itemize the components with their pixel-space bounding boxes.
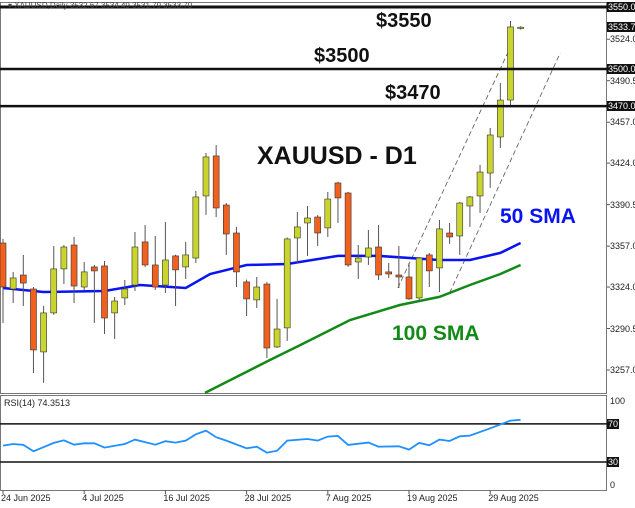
candle-bullish bbox=[253, 286, 261, 301]
candle-bullish bbox=[121, 288, 129, 299]
candle-bearish bbox=[334, 182, 342, 199]
date-axis-label: 7 Aug 2025 bbox=[325, 493, 372, 503]
rsi-label: RSI(14) 74.3513 bbox=[4, 398, 71, 408]
candle-bearish bbox=[30, 288, 37, 351]
main-panel-frame bbox=[0, 2, 607, 394]
candle-bullish bbox=[486, 134, 494, 174]
rsi-axis-label: 100 bbox=[610, 396, 626, 407]
candle-bearish bbox=[101, 265, 108, 319]
candle-bearish bbox=[243, 281, 250, 300]
candle-bullish bbox=[9, 277, 17, 290]
candle-bullish bbox=[283, 238, 291, 329]
date-axis-label: 24 Jun 2025 bbox=[1, 493, 51, 503]
chart-title: XAUUSD - D1 bbox=[257, 142, 417, 170]
symbol-info: XAUUSD,Daily 3532.67 3534.49 3531.79 353… bbox=[14, 1, 193, 10]
date-axis-label: 16 Jul 2025 bbox=[163, 493, 210, 503]
candle-bullish bbox=[111, 300, 118, 314]
candle-bullish bbox=[304, 217, 311, 224]
candle-bearish bbox=[233, 232, 240, 273]
candle-bearish bbox=[385, 271, 393, 275]
sma50-label: 50 SMA bbox=[500, 205, 576, 228]
rsi-axis-label: 0 bbox=[610, 479, 616, 490]
candle-bullish bbox=[476, 171, 484, 197]
date-axis-label: 4 Jul 2025 bbox=[82, 493, 124, 503]
candle-bearish bbox=[263, 283, 271, 349]
candle-bearish bbox=[375, 246, 382, 276]
trend-channel-line bbox=[397, 47, 511, 289]
sma100-line bbox=[204, 263, 522, 395]
candle-bullish bbox=[507, 26, 514, 101]
candle-bullish bbox=[131, 246, 139, 286]
candle-bullish bbox=[365, 247, 372, 258]
candle-bearish bbox=[314, 216, 321, 234]
price-axis-label: 3324.00 bbox=[610, 282, 635, 292]
candle-bullish bbox=[192, 196, 200, 259]
trend-channel-line bbox=[449, 52, 561, 294]
price-axis-label: 3533.70 bbox=[607, 22, 635, 33]
rsi-axis-label: 70 bbox=[607, 418, 620, 429]
price-axis-label: 3390.50 bbox=[610, 199, 635, 210]
candle-bullish bbox=[324, 198, 332, 229]
date-axis-label: 29 Aug 2025 bbox=[488, 493, 539, 503]
price-axis-label: 3290.50 bbox=[610, 323, 635, 334]
candle-bullish bbox=[497, 99, 504, 138]
candle-bearish bbox=[212, 155, 220, 209]
rsi-line bbox=[2, 418, 521, 454]
candle-bullish bbox=[517, 26, 524, 29]
candle-bearish bbox=[19, 274, 27, 284]
rsi-panel-frame bbox=[0, 395, 607, 491]
candle-bullish bbox=[294, 226, 301, 239]
candle-bearish bbox=[172, 255, 179, 271]
candle-bearish bbox=[70, 244, 78, 287]
symbol-info-header: ▾ XAUUSD,Daily 3532.67 3534.49 3531.79 3… bbox=[8, 1, 192, 10]
candle-bullish bbox=[80, 271, 88, 288]
sma100-label: 100 SMA bbox=[392, 322, 480, 345]
date-axis-label: 19 Aug 2025 bbox=[407, 493, 458, 503]
candle-bullish bbox=[40, 312, 47, 353]
price-axis-label: 3550.00 bbox=[607, 2, 635, 12]
candle-bullish bbox=[354, 257, 362, 263]
candle-bullish bbox=[436, 228, 443, 269]
candle-bullish bbox=[182, 254, 189, 268]
candle-bearish bbox=[405, 276, 413, 300]
price-axis-label: 3357.00 bbox=[610, 241, 635, 252]
candle-bullish bbox=[50, 268, 58, 314]
candle-bullish bbox=[60, 246, 68, 270]
candle-bearish bbox=[395, 274, 403, 278]
candle-bearish bbox=[91, 266, 98, 272]
candle-bearish bbox=[141, 241, 149, 266]
date-axis-label: 28 Jul 2025 bbox=[244, 493, 292, 503]
candle-bullish bbox=[162, 259, 169, 286]
candle-bullish bbox=[466, 196, 474, 207]
level-label-3500: $3500 bbox=[314, 45, 370, 67]
rsi-axis-label: 30 bbox=[607, 456, 620, 467]
candle-bearish bbox=[425, 254, 433, 272]
level-label-3550: $3550 bbox=[376, 10, 432, 32]
sma50-line bbox=[2, 241, 522, 294]
candle-bearish bbox=[0, 242, 7, 288]
price-axis-label: 3500.00 bbox=[607, 63, 635, 74]
price-axis-label: 3490.50 bbox=[610, 75, 635, 86]
candle-bullish bbox=[456, 202, 464, 237]
candle-bearish bbox=[344, 192, 352, 266]
candle-bearish bbox=[223, 204, 230, 235]
symbol-triangle-icon: ▾ bbox=[8, 1, 15, 10]
price-axis-label: 3524.00 bbox=[610, 34, 635, 45]
candle-bullish bbox=[273, 328, 281, 348]
candle-bullish bbox=[202, 156, 210, 197]
price-axis-label: 3457.00 bbox=[610, 117, 635, 128]
price-axis-label: 3424.00 bbox=[610, 158, 635, 169]
price-axis-label: 3257.00 bbox=[610, 365, 635, 376]
candle-bearish bbox=[151, 264, 159, 288]
level-label-3470: $3470 bbox=[385, 82, 441, 104]
price-axis-label: 3470.00 bbox=[607, 101, 635, 112]
candle-bearish bbox=[446, 232, 453, 238]
candle-bullish bbox=[415, 257, 423, 299]
